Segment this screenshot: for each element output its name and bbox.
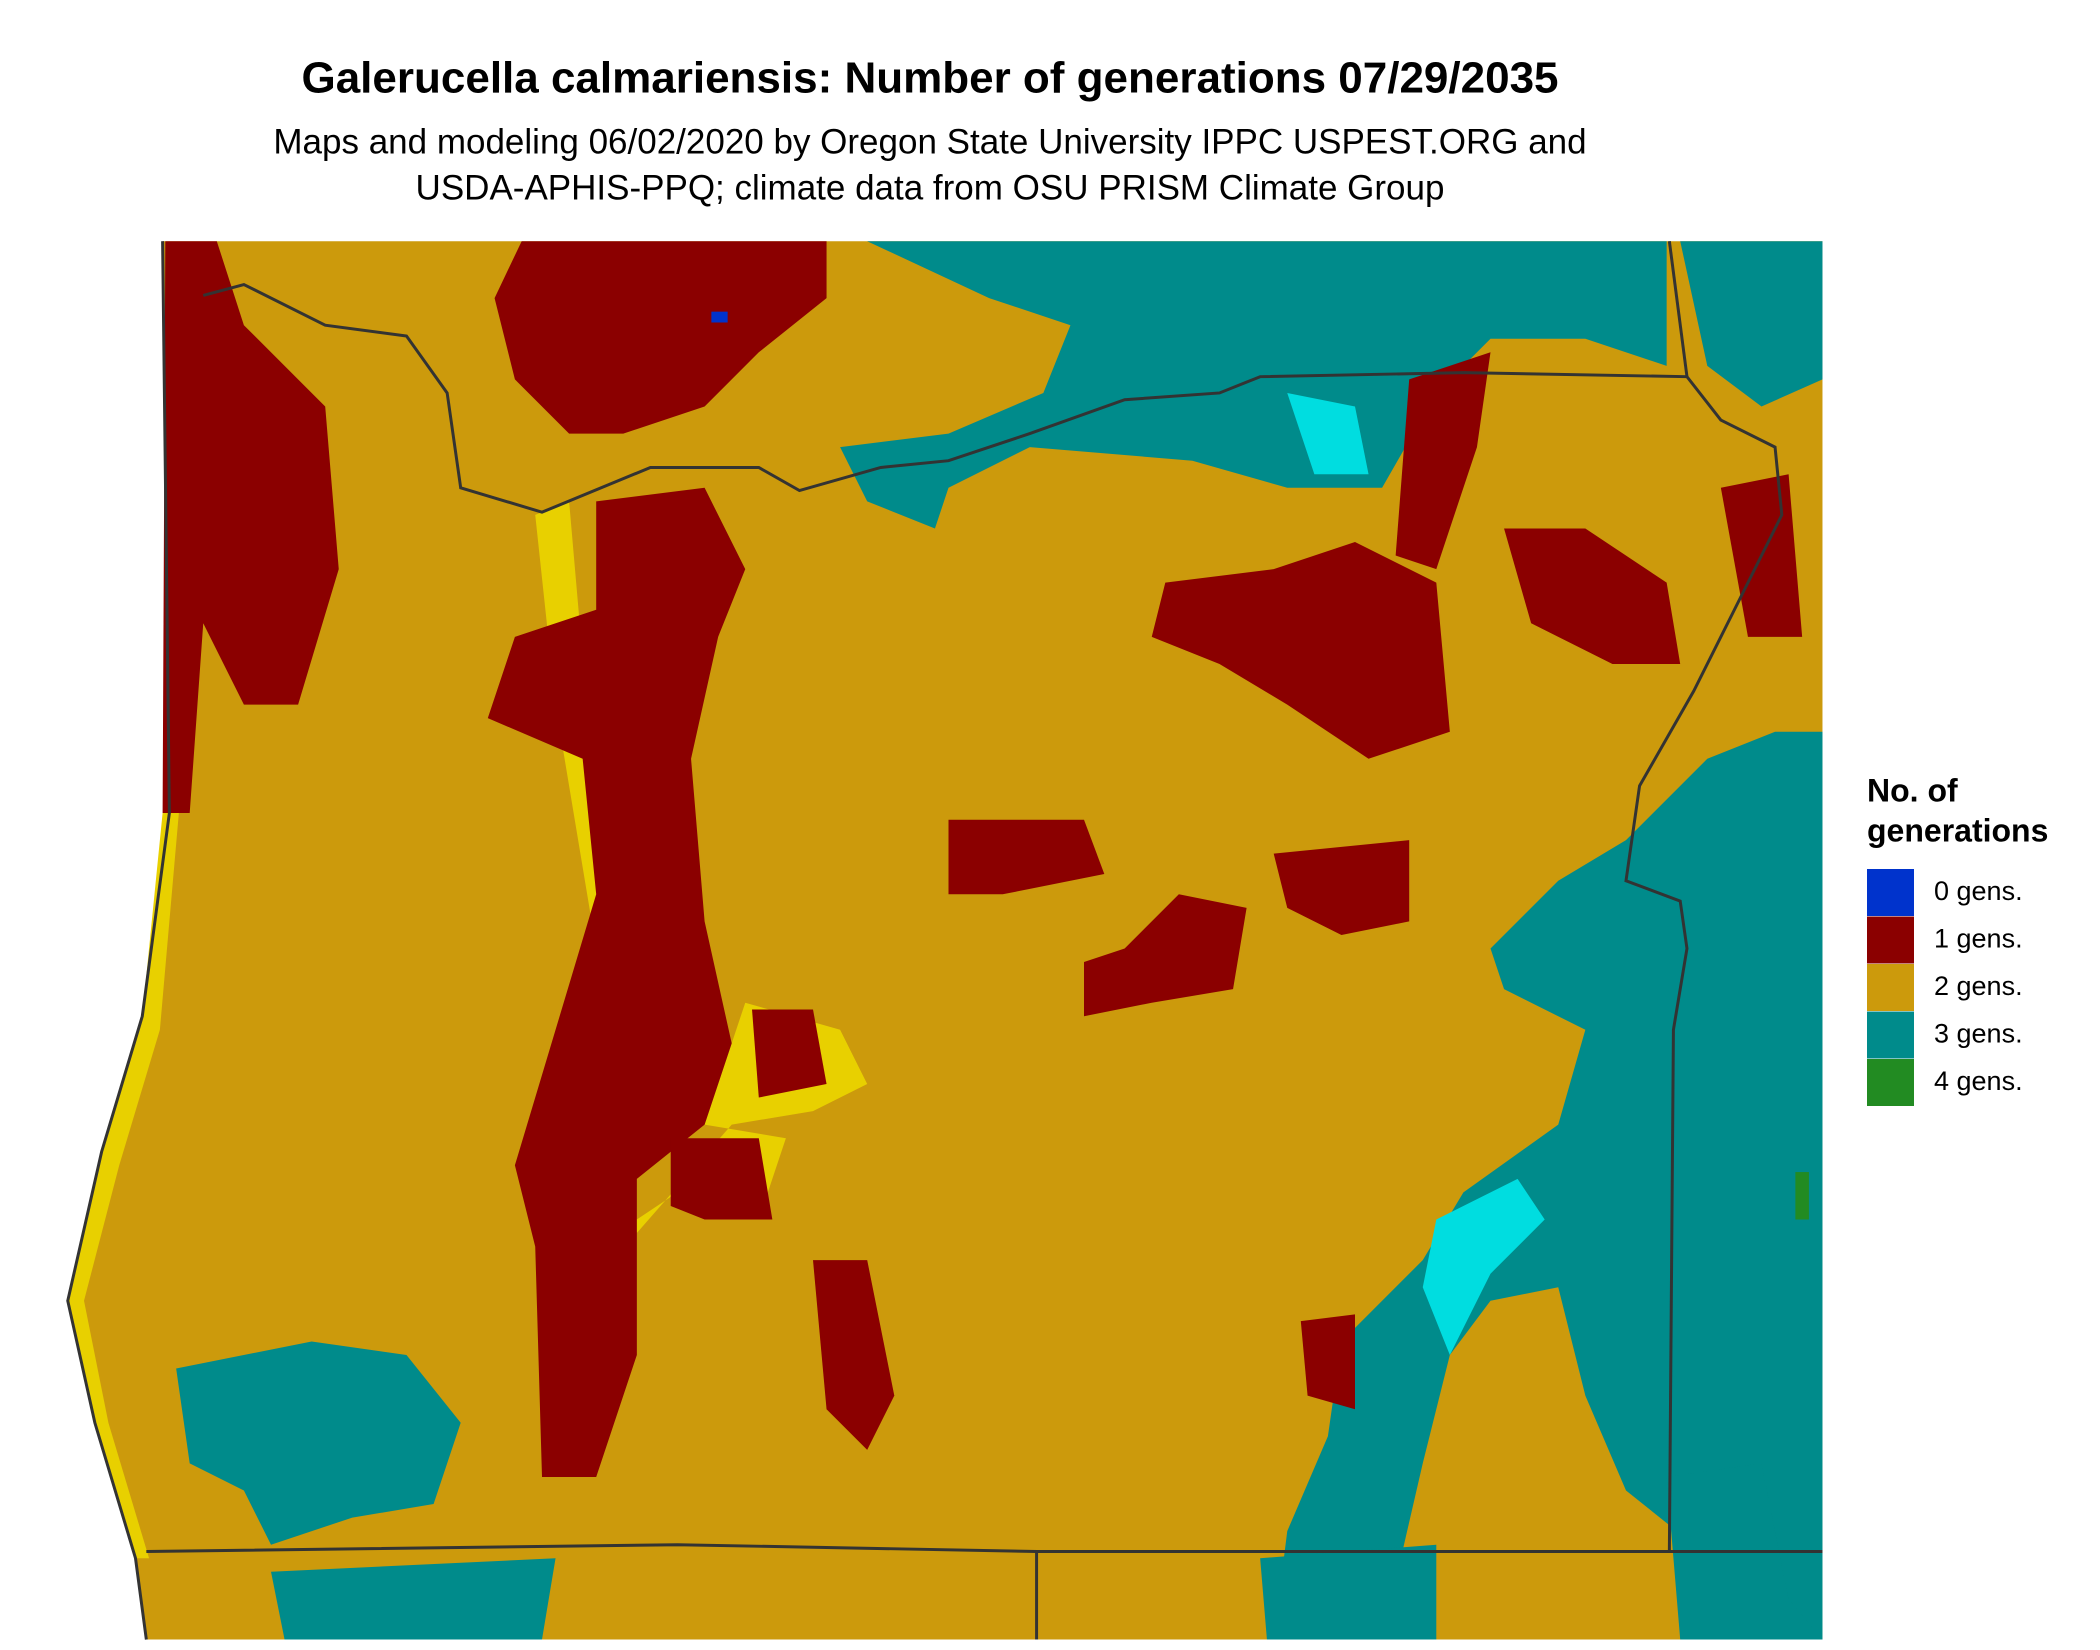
legend-label: 0 gens. xyxy=(1934,876,2023,906)
legend-title: No. of xyxy=(1867,772,1958,808)
legend-swatch xyxy=(1867,964,1914,1011)
region xyxy=(840,241,1667,529)
region xyxy=(176,1341,461,1545)
legend-swatch xyxy=(1867,869,1914,916)
legend-label: 3 gens. xyxy=(1934,1019,2023,1049)
state-border xyxy=(202,282,1784,1552)
subtitle: USDA-APHIS-PPQ; climate data from OSU PR… xyxy=(416,168,1445,207)
region xyxy=(494,241,827,434)
map xyxy=(66,240,1823,1640)
legend-swatch xyxy=(1867,916,1914,964)
boundaries xyxy=(66,240,1823,1640)
legend-swatch xyxy=(1867,1059,1914,1106)
legend-title: generations xyxy=(1867,812,2048,848)
legend-swatch xyxy=(1867,1011,1914,1059)
region xyxy=(1795,1172,1809,1220)
region xyxy=(1504,528,1681,664)
region xyxy=(487,487,746,1477)
state-border xyxy=(146,1543,1823,1553)
legend-label: 2 gens. xyxy=(1934,971,2023,1001)
region xyxy=(1084,894,1247,1017)
legend-label: 1 gens. xyxy=(1934,924,2023,954)
title: Galerucella calmariensis: Number of gene… xyxy=(301,54,1558,103)
region xyxy=(1680,241,1823,407)
region xyxy=(1395,352,1491,570)
region xyxy=(1151,542,1450,759)
region xyxy=(752,1009,827,1098)
region xyxy=(1260,1544,1437,1640)
region xyxy=(813,1260,895,1450)
region xyxy=(271,1558,556,1640)
region xyxy=(1422,1178,1545,1355)
region xyxy=(711,311,728,323)
region xyxy=(1300,1314,1355,1410)
coastline xyxy=(66,241,171,1640)
region xyxy=(67,813,179,1559)
region xyxy=(948,819,1105,895)
state-border xyxy=(1667,240,1689,377)
region xyxy=(162,241,339,813)
legend: No. of generations 0 gens. 1 gens. 2 gens.… xyxy=(1867,772,2048,1106)
subtitle: Maps and modeling 06/02/2020 by Oregon S… xyxy=(273,122,1586,161)
region xyxy=(670,1138,773,1220)
region xyxy=(1273,840,1410,935)
legend-label: 4 gens. xyxy=(1934,1066,2023,1096)
